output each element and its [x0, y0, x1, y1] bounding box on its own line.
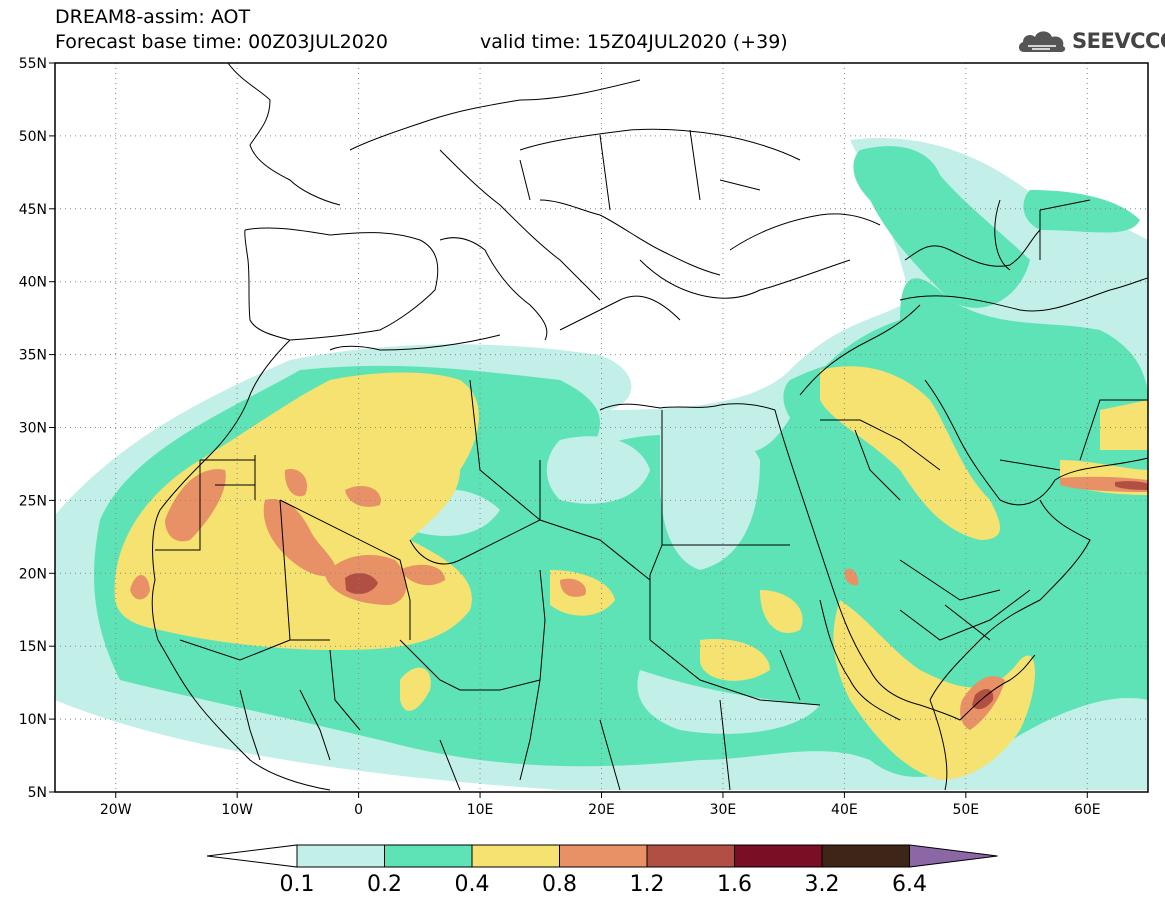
aot-field [55, 63, 1148, 792]
lon-label: 0 [354, 802, 363, 818]
colorbar-label: 1.6 [717, 872, 752, 897]
forecast-base-time: Forecast base time: 00Z03JUL2020 [55, 31, 388, 53]
cloud-logo-icon [1018, 31, 1066, 52]
lat-label: 55N [19, 56, 47, 72]
coastlines-borders [151, 63, 1148, 791]
lat-lon-grid [55, 63, 1148, 792]
lat-label: 50N [19, 129, 47, 145]
lat-label: 5N [28, 785, 47, 801]
lon-label: 30E [710, 802, 737, 818]
colorbar-label: 0.2 [367, 872, 402, 897]
lat-label: 30N [19, 421, 47, 437]
colorbar-box [646, 844, 735, 868]
seevccc-logo: SEEVCCC [1016, 24, 1165, 58]
colorbar-low-arrow [206, 844, 298, 868]
colorbar-label: 0.4 [455, 872, 490, 897]
aot-holes-light [410, 416, 820, 734]
colorbar-label: 0.1 [280, 872, 315, 897]
lat-label: 25N [19, 493, 47, 509]
colorbar-label: 0.8 [542, 872, 577, 897]
colorbar-box [384, 844, 473, 868]
colorbar [206, 844, 998, 868]
lon-label: 10E [467, 802, 494, 818]
lon-label: 20W [100, 802, 132, 818]
colorbar-box [559, 844, 648, 868]
map-title: DREAM8-assim: AOT [55, 6, 251, 28]
lat-label: 10N [19, 712, 47, 728]
lat-label: 15N [19, 639, 47, 655]
colorbar-box [296, 844, 385, 868]
lat-label: 20N [19, 566, 47, 582]
lon-label: 50E [952, 802, 979, 818]
lon-label: 60E [1074, 802, 1101, 818]
colorbar-label: 3.2 [805, 872, 840, 897]
longitude-labels: 20W 10W 0 10E 20E 30E 40E 50E 60E [100, 792, 1101, 818]
colorbar-labels: 0.1 0.2 0.4 0.8 1.2 1.6 3.2 6.4 [280, 872, 928, 897]
colorbar-label: 6.4 [892, 872, 927, 897]
valid-time: valid time: 15Z04JUL2020 (+39) [480, 31, 788, 53]
colorbar-box [471, 844, 560, 868]
colorbar-label: 1.2 [630, 872, 665, 897]
lat-label: 45N [19, 202, 47, 218]
lon-label: 10W [221, 802, 253, 818]
lat-label: 40N [19, 275, 47, 291]
lon-label: 20E [588, 802, 615, 818]
lat-label: 35N [19, 348, 47, 364]
latitude-labels: 55N 50N 45N 40N 35N 30N 25N 20N 15N 10N 5N [19, 56, 55, 801]
colorbar-box [734, 844, 823, 868]
lon-label: 40E [831, 802, 858, 818]
colorbar-high-arrow [909, 844, 998, 868]
logo-text: SEEVCCC [1072, 29, 1165, 53]
colorbar-box [821, 844, 910, 868]
